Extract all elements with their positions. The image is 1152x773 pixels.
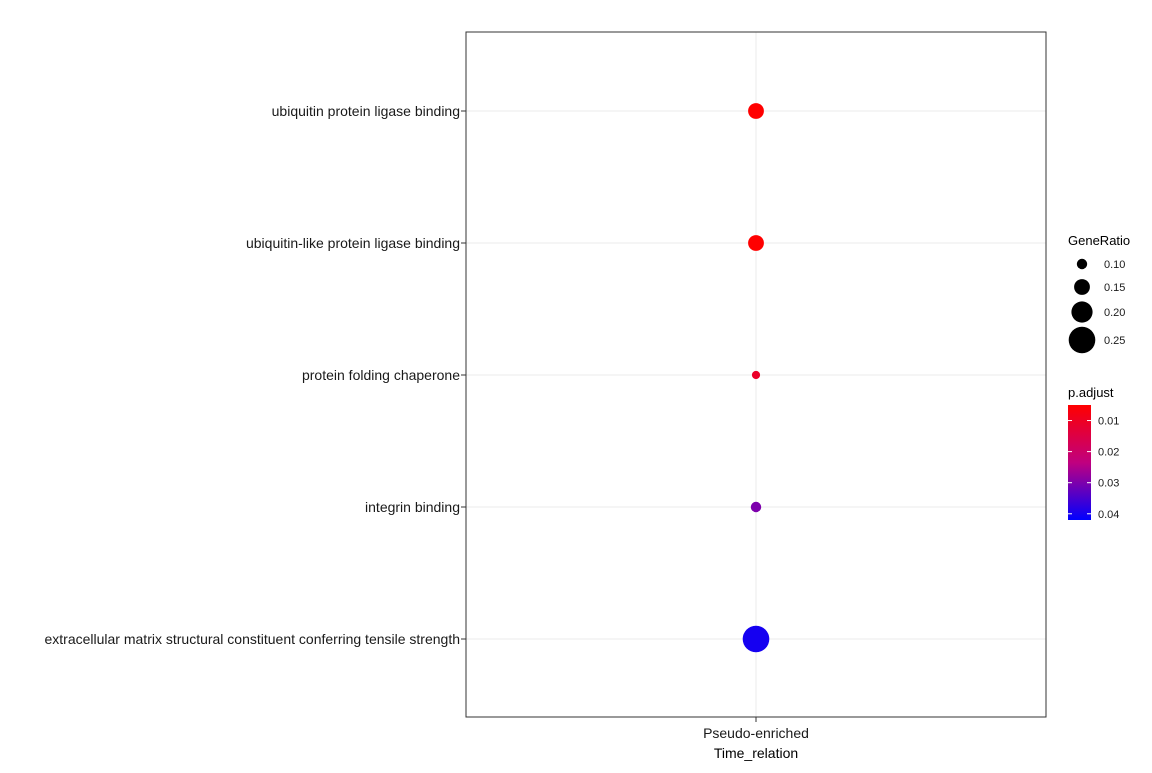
data-points [742, 103, 770, 653]
size-legend: GeneRatio 0.10 0.15 0.20 0.25 [1068, 233, 1130, 354]
size-legend-label: 0.25 [1104, 335, 1125, 347]
data-point [748, 235, 764, 251]
data-point [751, 370, 761, 380]
size-legend-key [1074, 279, 1090, 295]
y-tick-label: protein folding chaperone [302, 367, 460, 383]
size-legend-label: 0.15 [1104, 282, 1125, 294]
x-tick-label: Pseudo-enriched [703, 725, 809, 741]
x-axis: Pseudo-enriched Time_relation [703, 717, 809, 761]
size-legend-label: 0.20 [1104, 307, 1125, 319]
data-point [750, 501, 762, 513]
color-legend-label: 0.03 [1098, 478, 1119, 490]
color-legend: p.adjust 0.01 0.02 0.03 0.04 [1068, 385, 1119, 521]
data-point [742, 625, 770, 653]
size-legend-key [1076, 258, 1088, 270]
y-tick-label: ubiquitin protein ligase binding [272, 103, 460, 119]
size-legend-label: 0.10 [1104, 259, 1125, 271]
color-legend-label: 0.04 [1098, 509, 1119, 521]
color-legend-title: p.adjust [1068, 385, 1114, 400]
y-axis: ubiquitin protein ligase binding ubiquiti… [44, 103, 466, 647]
y-tick-label: extracellular matrix structural constitu… [44, 631, 460, 647]
color-legend-gradient-bar [1068, 405, 1091, 520]
y-tick-label: ubiquitin-like protein ligase binding [246, 235, 460, 251]
color-legend-label: 0.02 [1098, 447, 1119, 459]
size-legend-key [1071, 301, 1093, 323]
data-point [748, 103, 764, 119]
size-legend-title: GeneRatio [1068, 233, 1130, 248]
color-legend-label: 0.01 [1098, 416, 1119, 428]
x-axis-title: Time_relation [714, 745, 798, 761]
size-legend-key [1068, 326, 1096, 354]
y-tick-label: integrin binding [365, 499, 460, 515]
